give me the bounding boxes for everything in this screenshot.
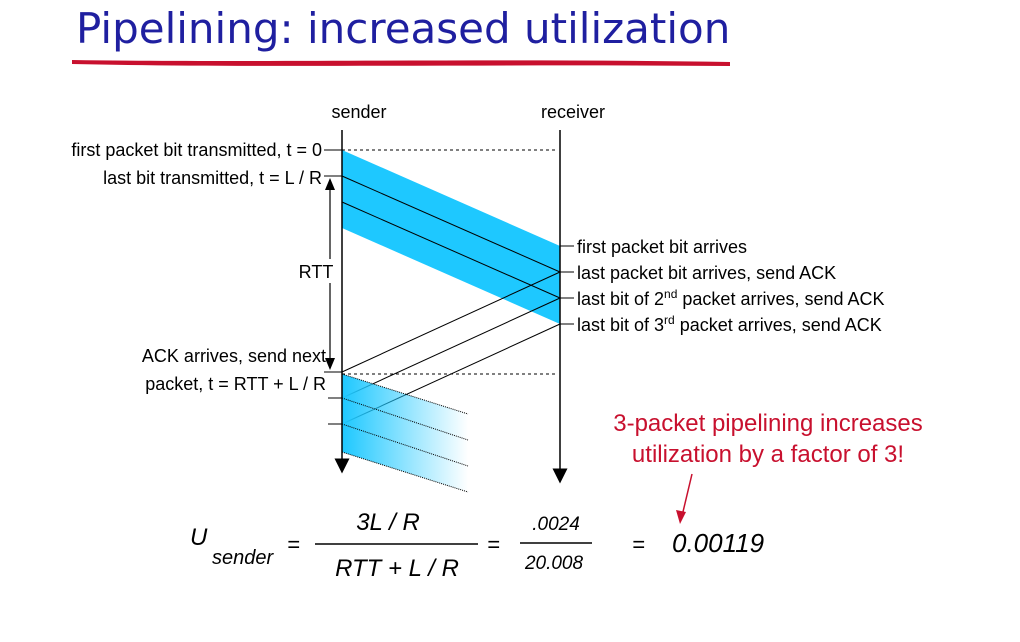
rtt-arrow-bottom	[325, 358, 335, 370]
eq-numerator: 3L / R	[356, 509, 420, 536]
note-arrow	[681, 473, 693, 517]
ack-line-2	[341, 297, 561, 399]
eq-equals-2: =	[487, 532, 500, 557]
label-ack-arrives: ACK arrives, send next	[142, 346, 326, 366]
pipelining-note: 3-packet pipelining increases utilizatio…	[578, 408, 958, 470]
rtt-arrow-top	[325, 178, 335, 190]
packet-2-end-line	[341, 201, 561, 299]
eq-sub: sender	[212, 547, 274, 569]
eq-equals-1: =	[287, 532, 300, 557]
title-underline	[72, 60, 730, 66]
sender-header: sender	[331, 102, 386, 122]
label-send-next: packet, t = RTT + L / R	[145, 374, 326, 394]
eq-result: 0.00119	[672, 528, 764, 558]
receiver-header: receiver	[541, 102, 605, 122]
eq-equals-3: =	[632, 532, 645, 557]
label-last-transmitted: last bit transmitted, t = L / R	[103, 168, 322, 188]
label-first-arrives: first packet bit arrives	[577, 237, 747, 257]
eq-frac-num: .0024	[532, 514, 580, 535]
rtt-label: RTT	[299, 262, 334, 282]
next-packet-line-1	[341, 397, 469, 441]
packet-1-end-line	[341, 175, 561, 273]
slide-title: Pipelining: increased utilization	[76, 4, 731, 53]
ack-line-1	[341, 271, 561, 373]
next-packet-line-2	[341, 423, 469, 467]
next-packet-band	[342, 374, 468, 492]
label-last-arrives: last packet bit arrives, send ACK	[577, 263, 836, 283]
eq-frac-den: 20.008	[524, 553, 584, 574]
rtt-label-bg	[294, 259, 338, 283]
note-arrow-head	[676, 510, 686, 524]
eq-u: U	[190, 524, 208, 551]
label-second-arrives: last bit of 2nd packet arrives, send ACK	[577, 287, 885, 309]
next-packet-line-0	[341, 373, 469, 415]
next-packet-line-3	[341, 451, 469, 493]
note-line-1: 3-packet pipelining increases	[613, 410, 923, 437]
packet-band-1	[342, 150, 560, 324]
eq-denominator: RTT + L / R	[335, 555, 459, 582]
note-line-2: utilization by a factor of 3!	[631, 441, 905, 468]
label-third-arrives: last bit of 3rd packet arrives, send ACK	[577, 313, 882, 335]
label-first-transmitted: first packet bit transmitted, t = 0	[71, 140, 322, 160]
